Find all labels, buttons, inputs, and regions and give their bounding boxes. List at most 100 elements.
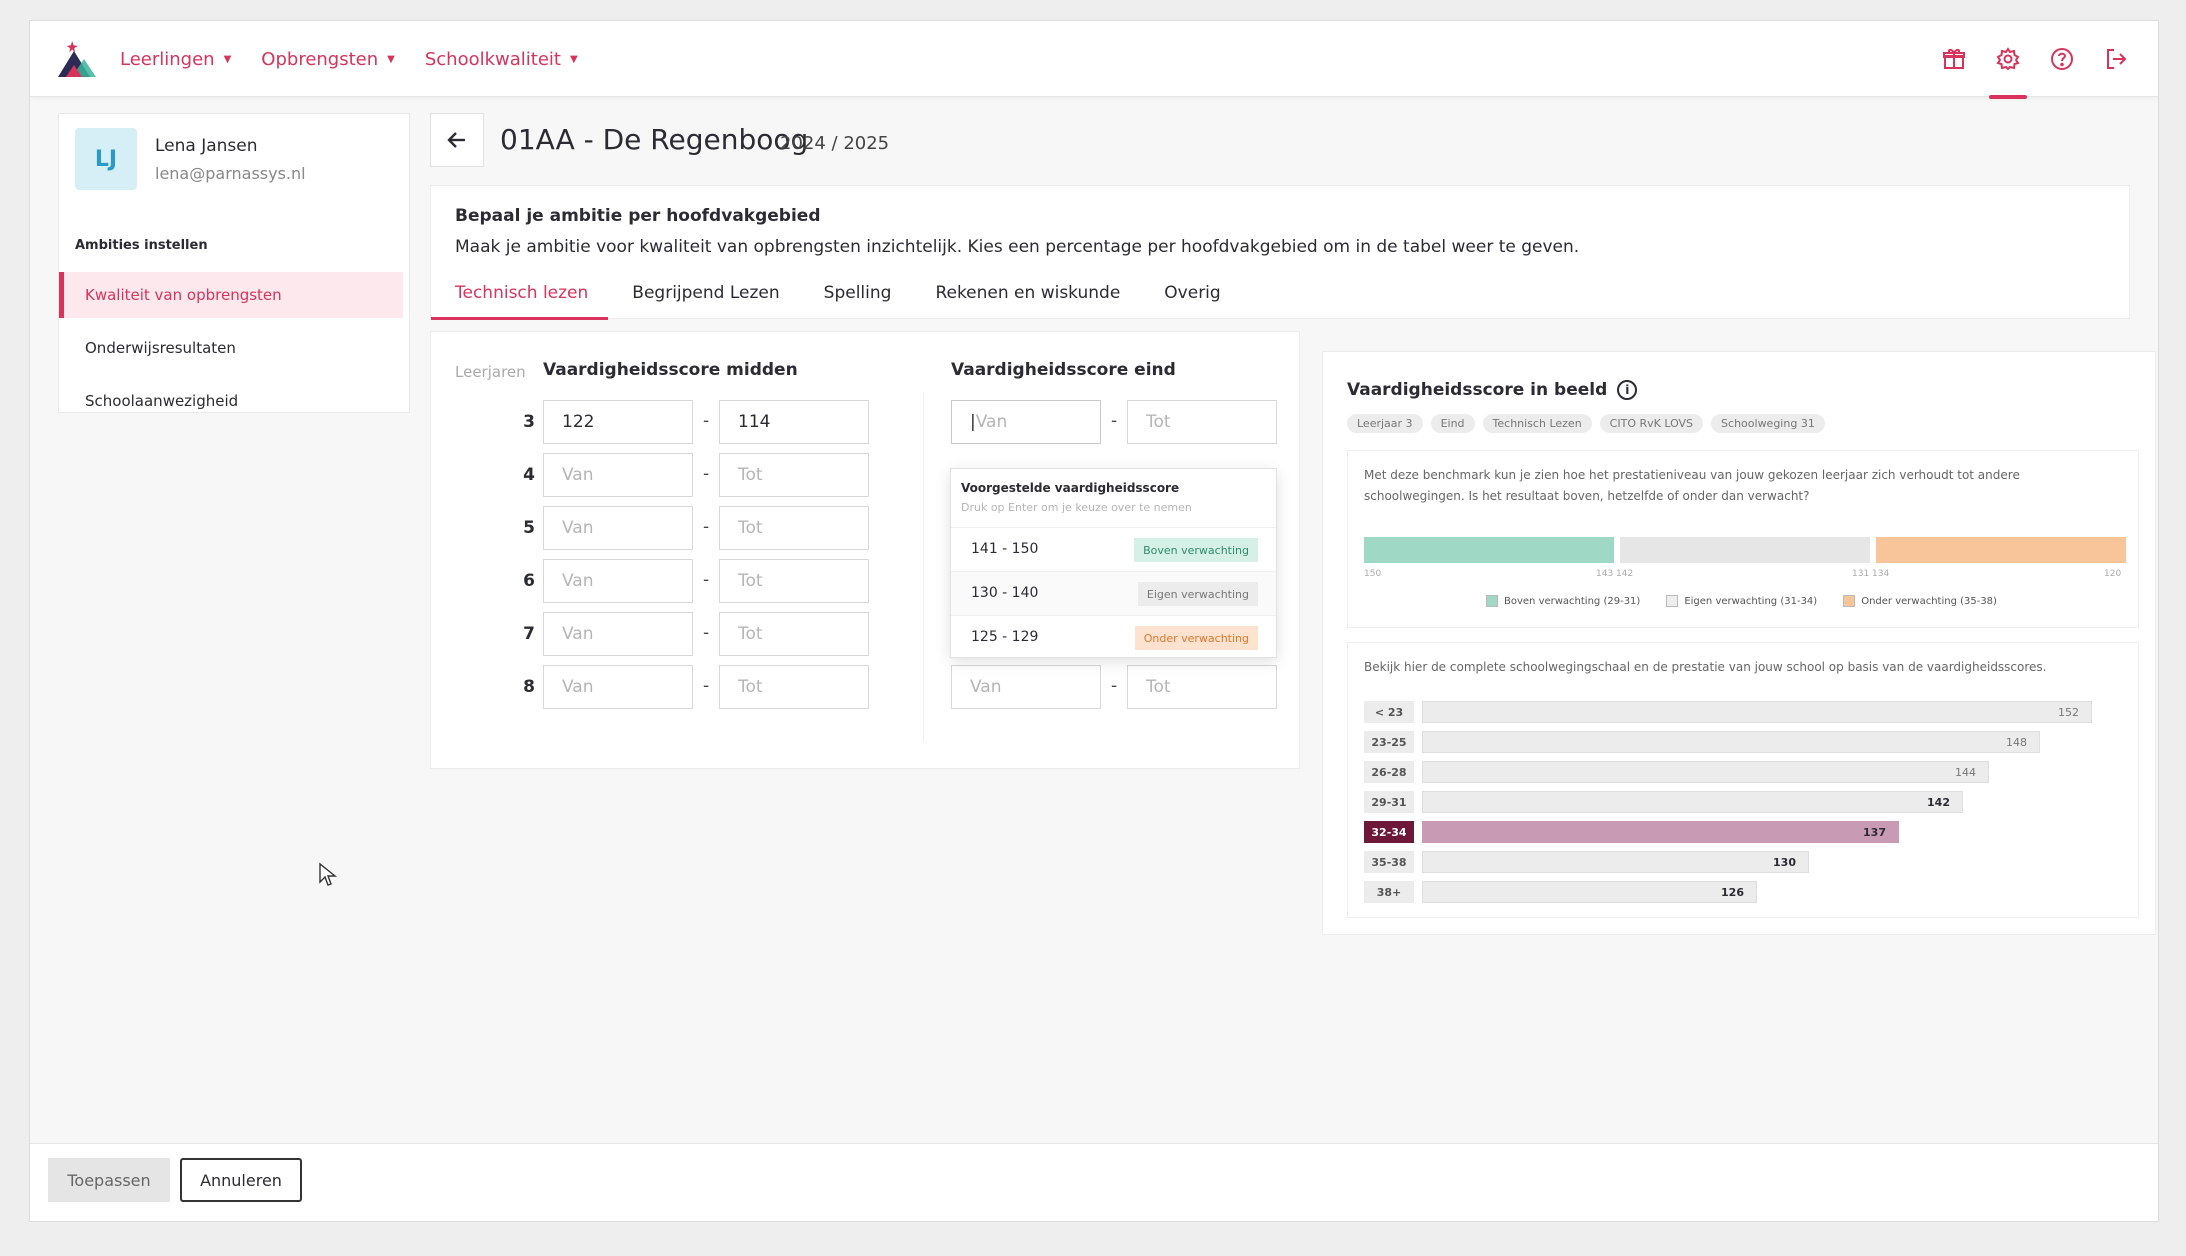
mid-from-input[interactable]: Van xyxy=(543,559,693,603)
legend-item: Onder verwachting (35-38) xyxy=(1843,595,1997,607)
bar: 126 xyxy=(1422,881,1757,903)
bar-row: 35-38 130 xyxy=(1364,851,2124,873)
year-label: 8 xyxy=(523,677,535,697)
tab-rekenen-en-wiskunde[interactable]: Rekenen en wiskunde xyxy=(911,266,1140,320)
filter-chips: Leerjaar 3 Eind Technisch Lezen CITO RvK… xyxy=(1347,414,1825,433)
benchmark-bar xyxy=(1364,537,2126,563)
mid-to-input[interactable]: Tot xyxy=(719,453,869,497)
mid-from-input[interactable]: Van xyxy=(543,453,693,497)
user-email: lena@parnassys.nl xyxy=(155,163,306,183)
end-to-input[interactable]: Tot xyxy=(1127,665,1277,709)
logout-icon[interactable] xyxy=(2104,47,2128,71)
legend-swatch xyxy=(1666,595,1679,607)
sidebar-item-kwaliteit-van-opbrengsten[interactable]: Kwaliteit van opbrengsten xyxy=(59,272,403,318)
end-from-input[interactable]: Van xyxy=(951,665,1101,709)
input-placeholder: Van xyxy=(975,412,1008,432)
segment-boven xyxy=(1364,537,1614,563)
settings-gear-icon[interactable] xyxy=(1989,47,2027,99)
bar-row: 26-28 144 xyxy=(1364,761,2124,783)
year-label: 4 xyxy=(523,465,535,485)
bar: 152 xyxy=(1422,701,2092,723)
range-dash: - xyxy=(703,411,710,431)
benchmark-ticks: 150 143 142 131 134 120 xyxy=(1364,569,2124,581)
legend-swatch xyxy=(1843,595,1856,607)
sidebar-item-schoolaanwezigheid[interactable]: Schoolaanwezigheid xyxy=(59,378,403,424)
nav-schoolkwaliteit[interactable]: Schoolkwaliteit ▼ xyxy=(425,49,578,70)
column-divider xyxy=(923,392,924,742)
sidebar-item-onderwijsresultaten[interactable]: Onderwijsresultaten xyxy=(59,325,403,371)
bar-value-label: 130 xyxy=(1773,856,1796,869)
mouse-cursor-icon xyxy=(319,862,337,886)
dropdown-hint: Druk op Enter om je keuze over te nemen xyxy=(961,501,1192,514)
dropdown-title: Voorgestelde vaardigheidsscore xyxy=(961,481,1180,495)
end-from-input[interactable]: | Van xyxy=(951,400,1101,444)
gift-icon[interactable] xyxy=(1942,47,1966,71)
sidebar-item-label: Schoolaanwezigheid xyxy=(85,392,239,410)
filter-chip: Technisch Lezen xyxy=(1482,414,1592,433)
bar: 137 xyxy=(1422,821,1899,843)
column-header-midden: Vaardigheidsscore midden xyxy=(543,360,798,380)
back-button[interactable] xyxy=(430,113,484,167)
mid-to-input[interactable]: 114 xyxy=(719,400,869,444)
suggestion-option[interactable]: 141 - 150 Boven verwachting xyxy=(951,527,1276,571)
end-to-input[interactable]: Tot xyxy=(1127,400,1277,444)
legend-label: Eigen verwachting (31-34) xyxy=(1684,595,1818,607)
bar: 130 xyxy=(1422,851,1809,873)
tab-label: Rekenen en wiskunde xyxy=(935,283,1121,303)
bar-category-label: 32-34 xyxy=(1364,821,1414,843)
bar-value-label: 142 xyxy=(1927,796,1950,809)
cancel-button[interactable]: Annuleren xyxy=(180,1158,302,1202)
range-dash: - xyxy=(703,517,710,537)
tab-overig[interactable]: Overig xyxy=(1140,266,1240,320)
filter-chip: Eind xyxy=(1430,414,1475,433)
filter-chip: Schoolweging 31 xyxy=(1711,414,1825,433)
bar-row: 38+ 126 xyxy=(1364,881,2124,903)
tab-technisch-lezen[interactable]: Technisch lezen xyxy=(431,266,609,320)
benchmark-legend: Boven verwachting (29-31) Eigen verwacht… xyxy=(1486,595,1997,607)
mid-to-input[interactable]: Tot xyxy=(719,612,869,656)
tab-label: Overig xyxy=(1164,283,1221,303)
bar-value-label: 148 xyxy=(2006,736,2027,749)
suggestion-option[interactable]: 130 - 140 Eigen verwachting xyxy=(951,571,1276,615)
page-title: 01AA - De Regenboog xyxy=(500,123,809,156)
mid-to-input[interactable]: Tot xyxy=(719,665,869,709)
suggestion-option[interactable]: 125 - 129 Onder verwachting xyxy=(951,615,1276,659)
mid-from-input[interactable]: Van xyxy=(543,665,693,709)
top-icons xyxy=(1942,21,2128,99)
help-icon[interactable] xyxy=(2050,47,2074,71)
logo[interactable] xyxy=(54,39,98,81)
mid-from-input[interactable]: 122 xyxy=(543,400,693,444)
tab-spelling[interactable]: Spelling xyxy=(800,266,912,320)
bar-value-label: 152 xyxy=(2058,706,2079,719)
mid-from-input[interactable]: Van xyxy=(543,506,693,550)
year-label: 3 xyxy=(523,412,535,432)
nav-label: Schoolkwaliteit xyxy=(424,48,561,70)
column-header-eind: Vaardigheidsscore eind xyxy=(951,360,1176,380)
user-name: Lena Jansen xyxy=(155,135,258,156)
main-nav: Leerlingen ▼ Opbrengsten ▼ Schoolkwalite… xyxy=(120,21,578,97)
benchmark-text: Met deze benchmark kun je zien hoe het p… xyxy=(1364,468,2020,503)
bar-category-label: 38+ xyxy=(1364,881,1414,903)
info-icon[interactable]: i xyxy=(1617,380,1638,400)
scale-text: Bekijk hier de complete schoolwegingscha… xyxy=(1364,660,2047,674)
caret-down-icon: ▼ xyxy=(223,53,232,65)
range-dash: - xyxy=(703,570,710,590)
bar: 148 xyxy=(1422,731,2040,753)
school-weighting-card: Bekijk hier de complete schoolwegingscha… xyxy=(1347,642,2139,918)
status-badge: Eigen verwachting xyxy=(1137,582,1258,606)
mid-to-input[interactable]: Tot xyxy=(719,559,869,603)
range-dash: - xyxy=(703,676,710,696)
nav-leerlingen[interactable]: Leerlingen ▼ xyxy=(120,49,231,70)
tab-label: Begrijpend Lezen xyxy=(632,283,780,303)
legend-item: Boven verwachting (29-31) xyxy=(1486,595,1640,607)
tick-label: 150 xyxy=(1364,569,1382,579)
caret-down-icon: ▼ xyxy=(569,53,578,65)
nav-opbrengsten[interactable]: Opbrengsten ▼ xyxy=(261,49,395,70)
mid-to-input[interactable]: Tot xyxy=(719,506,869,550)
bar-value-label: 137 xyxy=(1863,826,1886,839)
mid-from-input[interactable]: Van xyxy=(543,612,693,656)
apply-button[interactable]: Toepassen xyxy=(48,1158,170,1202)
segment-eigen xyxy=(1620,537,1870,563)
tab-label: Spelling xyxy=(823,283,892,303)
tab-begrijpend-lezen[interactable]: Begrijpend Lezen xyxy=(608,266,799,320)
